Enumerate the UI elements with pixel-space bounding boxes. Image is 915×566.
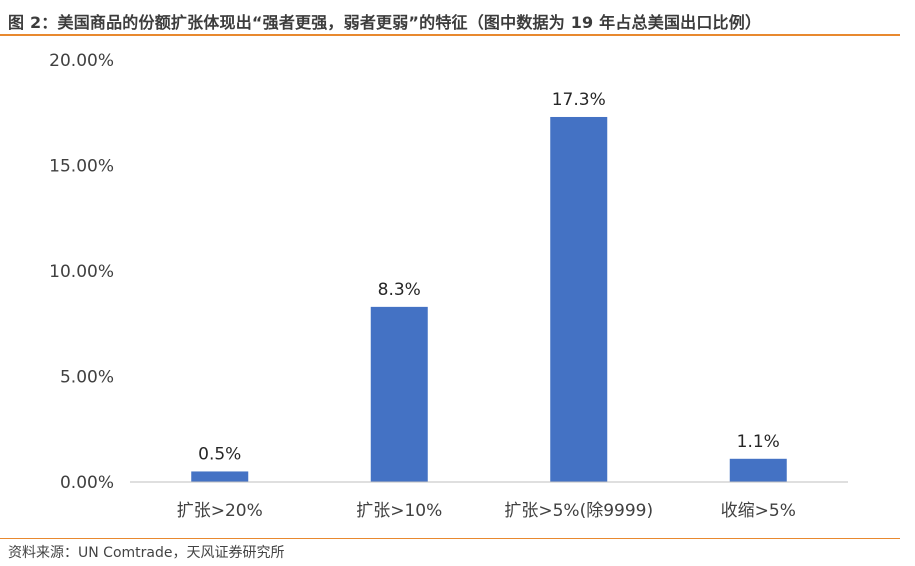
data-label: 8.3% xyxy=(378,280,421,300)
y-tick-label: 20.00% xyxy=(49,51,114,71)
x-tick-label: 扩张>10% xyxy=(356,501,442,521)
data-label: 0.5% xyxy=(198,444,241,464)
y-tick-label: 15.00% xyxy=(49,157,114,177)
y-tick-label: 5.00% xyxy=(60,368,114,388)
data-label: 17.3% xyxy=(552,90,606,110)
y-axis: 0.00% 5.00% 10.00% 15.00% 20.00% xyxy=(49,51,114,493)
bars xyxy=(191,116,787,482)
y-tick-label: 0.00% xyxy=(60,473,114,493)
bar xyxy=(729,458,787,482)
data-label: 1.1% xyxy=(737,432,780,452)
bar xyxy=(370,306,428,482)
data-labels: 0.5% 8.3% 17.3% 1.1% xyxy=(198,90,780,464)
figure-title: 图 2：美国商品的份额扩张体现出“强者更强，弱者更弱”的特征（图中数据为 19 … xyxy=(8,13,762,32)
bar-chart: 0.00% 5.00% 10.00% 15.00% 20.00% 0.5% 8.3% 17.… xyxy=(49,51,848,521)
x-tick-label: 收缩>5% xyxy=(721,501,796,521)
source-rule xyxy=(0,538,900,539)
title-rule xyxy=(0,34,900,36)
x-tick-label: 扩张>20% xyxy=(177,501,263,521)
source-note: 资料来源：UN Comtrade，天风证券研究所 xyxy=(8,545,285,561)
y-tick-label: 10.00% xyxy=(49,262,114,282)
bar xyxy=(191,471,249,482)
bar xyxy=(550,116,608,482)
x-tick-label: 扩张>5%(除9999) xyxy=(504,501,653,521)
x-axis: 扩张>20% 扩张>10% 扩张>5%(除9999) 收缩>5% xyxy=(130,481,848,521)
